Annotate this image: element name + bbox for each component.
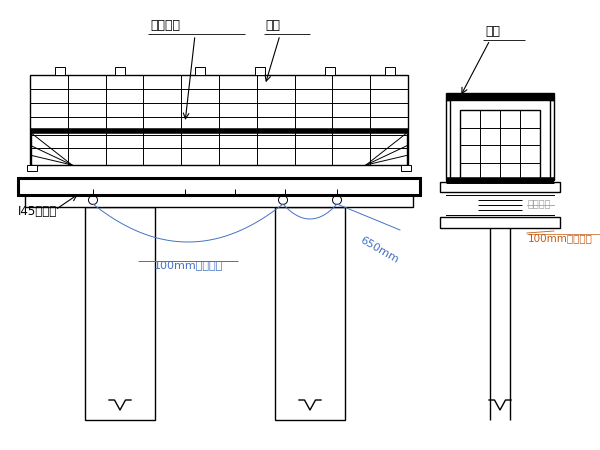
Bar (115, 67, 125, 75)
Text: 650mm: 650mm (358, 235, 400, 265)
Bar (446, 100, 450, 180)
Text: 100mm圆鉢扁担: 100mm圆鉢扁担 (528, 233, 593, 243)
Bar (550, 100, 554, 180)
Bar (55, 67, 65, 75)
Bar (275, 207, 345, 420)
Text: I45承重梁: I45承重梁 (18, 205, 57, 218)
Bar (30, 75, 408, 165)
Bar (460, 110, 540, 180)
Bar (25, 195, 413, 207)
Bar (385, 67, 395, 75)
Bar (85, 207, 155, 420)
Bar (440, 217, 560, 228)
Text: 鉢模: 鉢模 (265, 19, 280, 32)
Bar (18, 178, 420, 195)
Text: 100mm圆鉢扁担: 100mm圆鉢扁担 (154, 260, 223, 270)
Bar (446, 93, 554, 100)
Text: 拉杆: 拉杆 (485, 25, 500, 38)
Bar (440, 182, 560, 192)
Bar (255, 67, 265, 75)
Bar (401, 165, 411, 171)
Bar (195, 67, 205, 75)
Text: 型鉢背栲: 型鉢背栲 (150, 19, 180, 32)
Bar (27, 165, 37, 171)
Bar (325, 67, 335, 75)
Text: 对位螺栓: 对位螺栓 (528, 198, 551, 208)
